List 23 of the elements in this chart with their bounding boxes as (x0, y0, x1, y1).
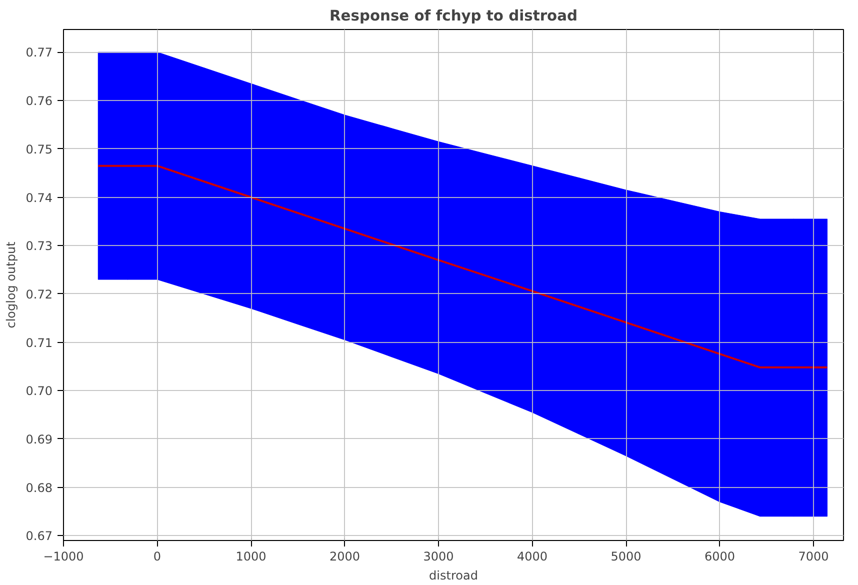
x-tick-label: 4000 (516, 550, 548, 564)
y-tick-label: 0.74 (26, 190, 52, 205)
y-tick-label: 0.70 (26, 384, 52, 398)
y-tick-label: 0.72 (26, 287, 52, 302)
x-tick-label: 2000 (329, 550, 360, 564)
x-tick-label: 7000 (798, 550, 829, 564)
y-tick-label: 0.68 (26, 480, 52, 495)
x-axis-title: distroad (429, 568, 478, 582)
x-tick-label: 3000 (423, 550, 454, 564)
y-tick-label: 0.77 (26, 46, 52, 60)
y-axis-title: cloglog output (4, 241, 18, 328)
x-tick-label: −1000 (43, 550, 84, 564)
y-tick-label: 0.75 (26, 142, 52, 156)
y-tick-label: 0.76 (26, 94, 52, 108)
chart-title: Response of fchyp to distroad (330, 8, 578, 24)
y-tick-label: 0.67 (26, 529, 52, 544)
y-tick-label: 0.73 (26, 239, 52, 254)
x-tick-label: 6000 (704, 550, 736, 564)
y-tick-label: 0.71 (26, 336, 52, 350)
x-tick-label: 1000 (236, 550, 266, 564)
x-tick-label: 5000 (610, 550, 642, 564)
y-tick-label: 0.69 (26, 432, 52, 446)
x-tick-label: 0 (153, 550, 162, 564)
